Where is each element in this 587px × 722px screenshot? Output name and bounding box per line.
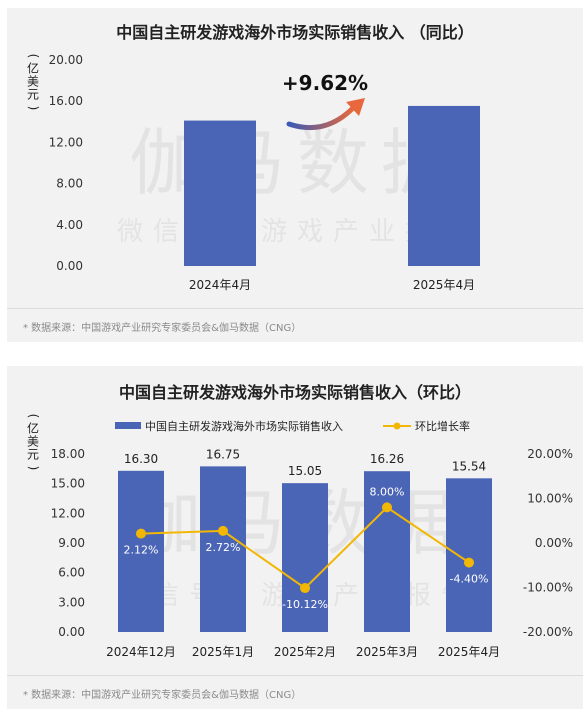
x-tick-label: 2025年4月 — [438, 645, 500, 659]
bar-value-label: 16.75 — [206, 447, 240, 461]
x-tick-label: 2025年3月 — [356, 645, 418, 659]
bar — [184, 120, 256, 267]
legend-label: 环比增长率 — [415, 419, 470, 433]
y-tick-label: 12.00 — [51, 506, 85, 520]
growth-rate-point — [464, 557, 474, 568]
y2-tick-label: 20.00% — [527, 447, 573, 461]
y-axis-unit-char: 美 — [27, 75, 39, 89]
y-axis-unit-char: 元 — [27, 448, 39, 462]
growth-rate-label: -10.12% — [282, 598, 328, 611]
data-source-note: * 数据来源：中国游戏产业研究专家委员会&伽马数据（CNG） — [7, 308, 583, 334]
chart-title: 中国自主研发游戏海外市场实际销售收入 （同比） — [116, 23, 474, 42]
y-tick-label: 3.00 — [58, 595, 85, 609]
chart-title: 中国自主研发游戏海外市场实际销售收入（环比） — [119, 383, 471, 402]
y2-tick-label: 10.00% — [527, 492, 573, 506]
y2-tick-label: -20.00% — [523, 625, 573, 639]
watermark-main: 伽马数据 — [129, 121, 465, 205]
mom-chart: 伽马数据微信号：游戏产业报告中国自主研发游戏海外市场实际销售收入（环比）(亿美元… — [27, 383, 574, 659]
y-axis-unit-char: ) — [27, 106, 41, 111]
y-tick-label: 4.00 — [56, 218, 83, 232]
bar — [446, 478, 492, 632]
x-tick-label: 2025年1月 — [192, 645, 254, 659]
growth-annotation: +9.62% — [282, 71, 368, 95]
x-tick-label: 2024年4月 — [189, 278, 251, 292]
growth-rate-label: 8.00% — [370, 485, 405, 498]
growth-rate-point — [136, 528, 146, 539]
bar-value-label: 15.05 — [288, 464, 322, 478]
legend-label: 中国自主研发游戏海外市场实际销售收入 — [145, 419, 343, 433]
bar-value-label: 15.54 — [452, 459, 486, 473]
y-tick-label: 16.00 — [49, 94, 83, 108]
growth-rate-label: 2.12% — [124, 544, 159, 557]
growth-rate-point — [382, 502, 392, 513]
growth-arrow-head — [346, 98, 365, 116]
y-axis-unit-char: 元 — [27, 88, 39, 102]
growth-rate-point — [218, 525, 228, 536]
y-tick-label: 12.00 — [49, 135, 83, 149]
y2-tick-label: -10.00% — [523, 581, 573, 595]
y-axis-unit-char: 亿 — [27, 61, 39, 76]
data-source-note: * 数据来源：中国游戏产业研究专家委员会&伽马数据（CNG） — [7, 675, 583, 701]
x-tick-label: 2025年4月 — [413, 278, 475, 292]
y-axis-unit-char: ( — [27, 414, 41, 419]
bar — [200, 466, 246, 632]
growth-rate-point — [300, 583, 310, 594]
y-axis-unit-char: ) — [27, 466, 41, 471]
y-tick-label: 15.00 — [51, 477, 85, 491]
growth-arrow — [286, 105, 356, 131]
y-tick-label: 6.00 — [58, 566, 85, 580]
bar — [364, 471, 410, 632]
y-tick-label: 20.00 — [49, 53, 83, 67]
legend-swatch-marker — [393, 422, 401, 430]
y-tick-label: 0.00 — [58, 625, 85, 639]
y-tick-label: 8.00 — [56, 177, 83, 191]
y-tick-label: 18.00 — [51, 447, 85, 461]
legend-swatch-bar — [115, 422, 141, 429]
y-axis-unit-char: 美 — [27, 435, 39, 449]
y-axis-unit-char: 亿 — [27, 421, 39, 436]
growth-rate-label: -4.40% — [450, 573, 489, 586]
y-tick-label: 9.00 — [58, 536, 85, 550]
mom-chart-card: 伽马数据微信号：游戏产业报告中国自主研发游戏海外市场实际销售收入（环比）(亿美元… — [7, 366, 583, 709]
x-tick-label: 2024年12月 — [106, 645, 176, 659]
bar — [408, 105, 480, 266]
yoy-chart-card: 伽马数据 微信号：游戏产业报告 中国自主研发游戏海外市场实际销售收入 （同比）(亿美… — [7, 8, 583, 342]
bar — [118, 470, 164, 632]
bar-value-label: 16.30 — [124, 452, 158, 466]
y-tick-label: 0.00 — [56, 259, 83, 273]
bar-value-label: 16.26 — [370, 452, 404, 466]
y-axis-unit-char: ( — [27, 54, 41, 59]
x-tick-label: 2025年2月 — [274, 645, 336, 659]
growth-rate-label: 2.72% — [206, 541, 241, 554]
bar — [282, 483, 328, 632]
y2-tick-label: 0.00% — [535, 536, 573, 550]
